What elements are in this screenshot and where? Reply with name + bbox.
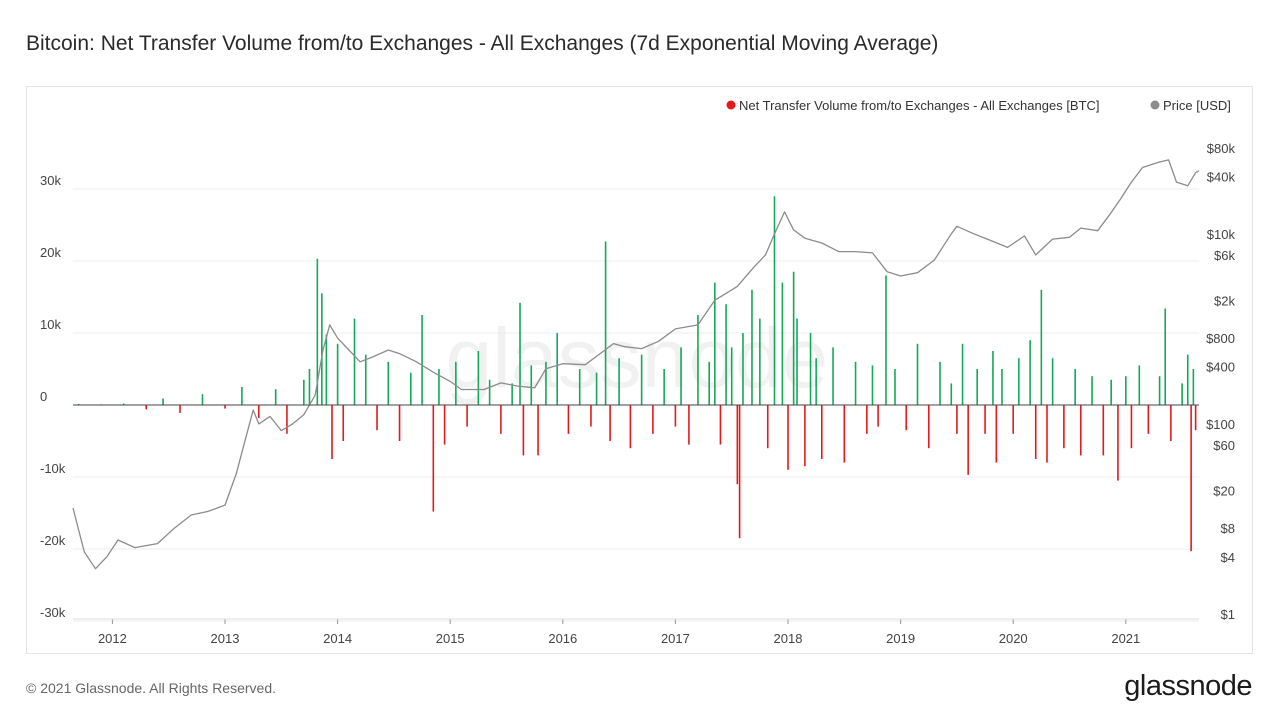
y-right-tick-label: $60 [1213, 438, 1235, 453]
legend-marker-price [1150, 100, 1160, 110]
x-tick-label: 2019 [886, 631, 915, 646]
y-left-tick-label: -10k [40, 461, 66, 476]
x-tick-label: 2012 [98, 631, 127, 646]
y-right-tick-label: $1 [1221, 607, 1235, 622]
x-tick-label: 2020 [999, 631, 1028, 646]
x-tick-label: 2015 [436, 631, 465, 646]
y-right-tick-label: $20 [1213, 483, 1235, 498]
chart-svg: glassnode 30k 20k 10k 0 -10k -20k -30k $80k $40… [40, 98, 1235, 646]
legend-label-net-transfer: Net Transfer Volume from/to Exchanges - … [739, 98, 1100, 113]
y-right-tick-label: $80k [1207, 141, 1236, 156]
y-right-tick-label: $10k [1207, 227, 1236, 242]
watermark: glassnode [446, 311, 829, 405]
x-tick-label: 2013 [211, 631, 240, 646]
y-right-tick-label: $8 [1221, 521, 1235, 536]
page-title: Bitcoin: Net Transfer Volume from/to Exc… [26, 32, 939, 55]
x-tick-label: 2014 [323, 631, 352, 646]
y-right-tick-label: $100 [1206, 417, 1235, 432]
y-right-tick-label: $40k [1207, 170, 1236, 185]
x-axis: 2012 2013 2014 2015 2016 2017 2018 2019 2020 2021 [73, 618, 1199, 646]
chart-panel: glassnode 30k 20k 10k 0 -10k -20k -30k $80k $40… [26, 86, 1253, 654]
x-tick-label: 2017 [661, 631, 690, 646]
y-right-tick-label: $4 [1221, 550, 1235, 565]
legend-marker-net-transfer [726, 100, 736, 110]
right-axis: $80k $40k $10k $6k $2k $800 $400 $100 $60 $20 $8 $4… [1206, 141, 1235, 622]
y-left-tick-label: 0 [40, 389, 47, 404]
y-right-tick-label: $2k [1214, 293, 1235, 308]
legend-label-price: Price [USD] [1163, 98, 1231, 113]
glassnode-logo[interactable]: glassnode [1124, 670, 1252, 702]
chart-legend: Net Transfer Volume from/to Exchanges - … [726, 98, 1231, 113]
x-tick-label: 2018 [774, 631, 803, 646]
y-left-tick-label: 10k [40, 317, 61, 332]
y-left-tick-label: 20k [40, 245, 61, 260]
x-tick-label: 2021 [1111, 631, 1140, 646]
x-tick-label: 2016 [548, 631, 577, 646]
price-series-line [72, 159, 1200, 570]
y-left-tick-label: -20k [40, 533, 66, 548]
copyright-footer: © 2021 Glassnode. All Rights Reserved. [26, 680, 277, 696]
net-transfer-series [77, 196, 1197, 552]
y-right-tick-label: $6k [1214, 248, 1235, 263]
y-left-tick-label: -30k [40, 605, 66, 620]
y-left-tick-label: 30k [40, 173, 61, 188]
y-right-tick-label: $800 [1206, 331, 1235, 346]
left-axis: 30k 20k 10k 0 -10k -20k -30k [40, 173, 66, 620]
y-right-tick-label: $400 [1206, 360, 1235, 375]
